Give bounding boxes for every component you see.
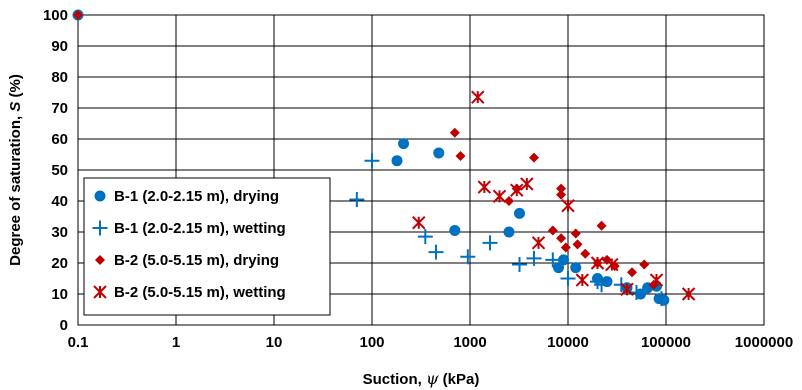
data-point	[449, 224, 461, 236]
data-point	[561, 198, 575, 213]
data-point	[580, 248, 591, 259]
x-tick-label: 100	[359, 334, 384, 351]
data-point	[649, 273, 664, 287]
x-tick-labels: 0.1 1 10 100 1000 10000 100000 1000000	[68, 334, 794, 351]
legend-item: B-2 (5.0-5.15 m), drying	[95, 252, 279, 269]
data-point	[594, 277, 610, 293]
data-point	[605, 257, 619, 272]
legend-marker	[92, 220, 108, 236]
legend-item: B-1 (2.0-2.15 m), wetting	[92, 220, 286, 237]
data-point	[556, 233, 567, 244]
x-axis-unit: (kPa)	[439, 371, 480, 388]
legend-label: B-1 (2.0-2.15 m), wetting	[114, 220, 286, 237]
x-tick-label: 1000000	[735, 334, 793, 351]
legend: B-1 (2.0-2.15 m), drying B-1 (2.0-2.15 m)…	[83, 177, 331, 316]
data-point	[529, 152, 540, 163]
data-point	[627, 267, 638, 278]
y-tick-label: 30	[51, 224, 68, 241]
y-tick-label: 90	[51, 38, 68, 55]
y-tick-label: 40	[51, 193, 68, 210]
data-point	[510, 183, 524, 197]
legend-label: B-2 (5.0-5.15 m), drying	[114, 252, 279, 269]
data-point	[520, 177, 534, 191]
y-axis-title: Degree of saturation, S (%)	[7, 74, 24, 266]
data-point	[417, 229, 433, 245]
data-point	[547, 225, 558, 236]
data-point	[570, 228, 581, 239]
y-tick-label: 10	[51, 286, 68, 303]
y-tick-label: 50	[51, 162, 68, 179]
data-point	[560, 271, 576, 286]
data-point	[639, 259, 650, 270]
y-tick-label: 60	[51, 131, 68, 148]
data-point	[558, 254, 570, 266]
data-point	[681, 287, 696, 301]
legend-label: B-1 (2.0-2.15 m), drying	[114, 188, 279, 205]
data-point	[556, 189, 567, 200]
data-point	[545, 252, 561, 268]
y-axis-title-text: Degree of saturation,	[7, 112, 24, 266]
legend-item: B-1 (2.0-2.15 m), drying	[94, 188, 279, 205]
data-point	[460, 249, 476, 265]
data-point	[428, 244, 444, 260]
data-point	[471, 90, 485, 104]
y-tick-labels: 0 10 20 30 40 50 60 70 80 90 100	[43, 7, 68, 334]
legend-marker	[94, 190, 106, 202]
series-4	[412, 90, 696, 301]
legend-box	[83, 177, 331, 316]
x-axis-title-text: Suction,	[363, 371, 426, 388]
x-tick-label: 0.1	[68, 334, 89, 351]
y-axis-symbol: S	[7, 102, 24, 112]
data-point	[482, 235, 498, 251]
data-point	[658, 294, 670, 306]
data-point	[620, 282, 634, 297]
data-point	[391, 155, 403, 167]
data-point	[654, 291, 670, 307]
data-point	[596, 220, 607, 231]
legend-item: B-2 (5.0-5.15 m), wetting	[93, 284, 286, 301]
x-tick-label: 1	[172, 334, 180, 351]
data-point	[398, 138, 410, 150]
data-point	[433, 147, 445, 159]
data-point	[512, 257, 528, 273]
data-point	[503, 196, 514, 206]
x-tick-label: 10000	[547, 334, 589, 351]
y-tick-label: 80	[51, 69, 68, 86]
data-point	[449, 127, 460, 138]
y-tick-label: 0	[60, 317, 68, 334]
data-point	[73, 10, 83, 20]
legend-label: B-2 (5.0-5.15 m), wetting	[114, 284, 286, 301]
data-point	[570, 262, 582, 274]
data-point	[412, 215, 426, 230]
x-axis-symbol: ψ	[426, 369, 439, 388]
y-tick-label: 100	[43, 7, 68, 24]
data-point	[635, 288, 647, 300]
y-tick-label: 70	[51, 100, 68, 117]
x-tick-label: 1000	[453, 334, 486, 351]
data-point	[575, 273, 590, 287]
y-tick-label: 20	[51, 255, 68, 272]
data-point	[526, 250, 542, 266]
x-tick-label: 100000	[641, 334, 691, 351]
data-point	[590, 256, 605, 270]
data-point	[364, 153, 380, 169]
legend-marker	[93, 285, 107, 299]
data-point	[455, 151, 466, 162]
x-tick-label: 10	[266, 334, 283, 351]
series-2	[349, 153, 670, 307]
x-axis-title: Suction, ψ (kPa)	[363, 369, 480, 388]
data-point	[503, 226, 515, 238]
y-axis-unit: (%)	[7, 74, 24, 102]
data-point	[556, 183, 567, 194]
data-point	[477, 180, 492, 194]
data-point	[514, 207, 526, 219]
data-point	[349, 191, 365, 207]
data-point	[531, 236, 546, 250]
data-point	[560, 242, 571, 253]
data-point	[572, 239, 583, 250]
data-point	[492, 189, 507, 204]
data-points	[72, 9, 696, 307]
legend-marker	[95, 255, 105, 265]
